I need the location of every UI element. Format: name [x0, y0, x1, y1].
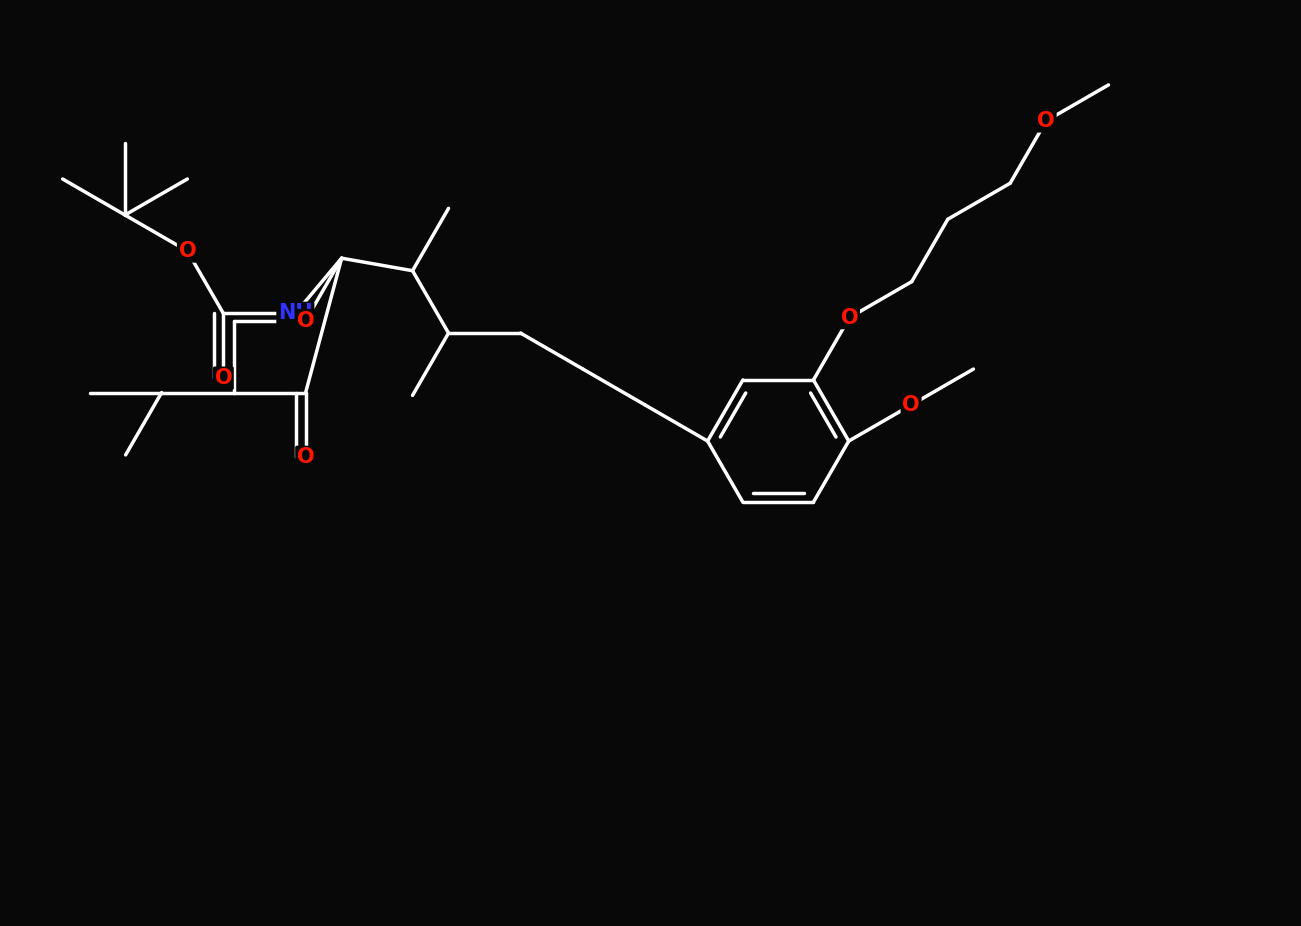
Text: O: O	[840, 307, 859, 328]
Text: O: O	[178, 241, 196, 261]
Text: O: O	[215, 369, 232, 388]
Text: O: O	[1037, 111, 1055, 131]
Text: NH: NH	[278, 304, 312, 323]
Text: O: O	[297, 310, 315, 331]
Text: O: O	[297, 447, 315, 468]
Text: O: O	[903, 395, 920, 415]
